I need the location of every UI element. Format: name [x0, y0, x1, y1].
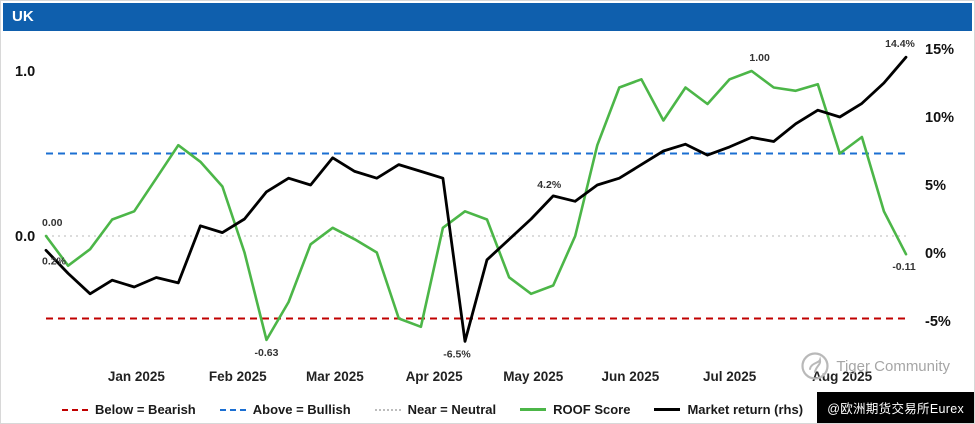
legend-label-neutral: Near = Neutral: [407, 402, 497, 417]
svg-text:4.2%: 4.2%: [537, 179, 562, 191]
tiger-community-watermark: Tiger Community: [800, 351, 950, 381]
red-dashed-line-swatch: [61, 408, 88, 411]
svg-text:0.0: 0.0: [15, 229, 35, 245]
svg-text:Feb 2025: Feb 2025: [209, 369, 267, 384]
blue-dashed-line-swatch: [219, 408, 246, 411]
svg-text:-0.11: -0.11: [892, 261, 916, 273]
legend-item-market-return: Market return (rhs): [654, 402, 803, 417]
svg-text:Jul 2025: Jul 2025: [703, 369, 757, 384]
publisher-badge: @欧洲期货交易所Eurex: [817, 392, 974, 423]
gray-dotted-line-swatch: [374, 408, 401, 411]
svg-text:-5%: -5%: [925, 314, 951, 330]
svg-text:15%: 15%: [925, 42, 954, 58]
svg-text:May 2025: May 2025: [503, 369, 564, 384]
tiger-logo-icon: [801, 352, 829, 380]
svg-text:14.4%: 14.4%: [885, 38, 915, 50]
legend-label-roof-score: ROOF Score: [553, 402, 631, 417]
legend-label-bearish: Below = Bearish: [94, 402, 196, 417]
svg-text:Jun 2025: Jun 2025: [602, 369, 660, 384]
svg-text:10%: 10%: [925, 110, 954, 126]
black-solid-line-swatch: [654, 408, 681, 411]
roof-score-market-return-chart: 1.0 0.0 15% 10% 5% 0% -5% Jan 2025 Feb 2025 Mar 2…: [15, 38, 954, 384]
legend-item-neutral: Near = Neutral: [374, 402, 497, 417]
svg-text:Jan 2025: Jan 2025: [108, 369, 166, 384]
legend-label-bullish: Above = Bullish: [252, 402, 351, 417]
svg-text:-0.63: -0.63: [255, 347, 279, 359]
legend-item-roof-score: ROOF Score: [520, 402, 630, 417]
svg-text:-6.5%: -6.5%: [443, 348, 471, 360]
green-solid-line-swatch: [520, 408, 547, 411]
svg-text:0%: 0%: [925, 246, 946, 262]
watermark-text: Tiger Community: [836, 357, 950, 375]
svg-text:0.2%: 0.2%: [42, 255, 67, 267]
legend-label-market-return: Market return (rhs): [687, 402, 804, 417]
chart-legend: Below = Bearish Above = Bullish Near = N…: [61, 402, 804, 417]
svg-text:1.00: 1.00: [749, 52, 770, 64]
svg-text:Aug 2025: Aug 2025: [812, 369, 873, 384]
legend-item-bullish: Above = Bullish: [219, 402, 351, 417]
legend-item-bearish: Below = Bearish: [61, 402, 196, 417]
svg-text:0.00: 0.00: [42, 217, 63, 229]
svg-text:5%: 5%: [925, 178, 946, 194]
svg-text:1.0: 1.0: [15, 64, 35, 80]
panel-title: UK: [3, 3, 972, 31]
svg-text:Mar 2025: Mar 2025: [306, 369, 364, 384]
svg-text:Apr 2025: Apr 2025: [406, 369, 464, 384]
